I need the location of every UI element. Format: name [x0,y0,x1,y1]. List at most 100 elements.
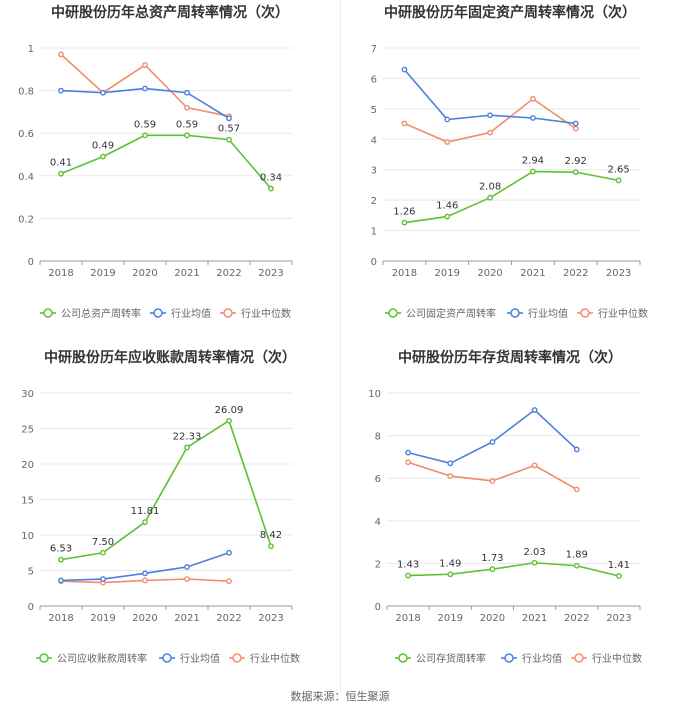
x-tick-label: 2023 [258,268,283,279]
chart-svg: 中研股份历年应收账款周转率情况（次） 0 5 10 15 20 25 30 2018 2019 20… [21,349,300,665]
y-tick-label: 5 [28,567,34,578]
y-tick-label: 20 [21,460,34,471]
data-label: 0.57 [218,124,240,135]
data-point-industry_avg [401,66,408,73]
data-point-company [184,444,190,451]
data-point-company [444,213,451,220]
y-tick-label: 0 [28,257,34,268]
chart-title: 中研股份历年应收账款周转率情况（次） [44,349,296,366]
data-point-industry_avg [184,564,190,570]
x-tick-label: 2021 [174,268,199,279]
y-tick-label: 2 [371,196,377,207]
data-point-industry_avg [184,89,190,96]
x-tick-label: 2023 [606,268,631,279]
data-point-industry_median [444,139,451,145]
x-tick-label: 2020 [477,268,502,279]
data-point-industry_avg [226,549,232,556]
x-tick-label: 2020 [132,613,157,624]
data-point-industry_median [447,473,454,479]
x-tick-label: 2020 [132,268,157,279]
data-point-company [100,153,106,160]
data-label: 2.08 [479,182,501,193]
legend-swatch-marker [153,308,163,318]
data-point-company [58,556,64,563]
chart-total-asset-turnover: 中研股份历年总资产周转率情况（次） 0 0.2 0.4 0.6 0.8 1 2018 2019 2… [0,0,340,345]
legend-swatch-marker [580,308,590,318]
legend-swatch-marker [223,308,233,318]
x-tick-label: 2018 [48,613,73,624]
data-label: 1.49 [439,558,461,569]
y-tick-label: 0 [375,602,381,613]
y-tick-label: 15 [21,496,34,507]
x-tick-label: 2019 [438,613,463,624]
y-tick-label: 0 [28,602,34,613]
y-tick-label: 1 [28,44,34,55]
chart-inventory-turnover: 中研股份历年存货周转率情况（次） 0 2 4 6 8 10 2018 2019 2020 2021 2… [340,345,680,690]
x-tick-label: 2022 [563,268,588,279]
data-point-company [142,132,148,139]
y-tick-label: 1 [371,227,377,238]
legend-label: 公司总资产周转率 [61,307,141,320]
data-label: 0.59 [134,119,156,130]
data-point-company [530,168,536,175]
data-point-industry_median [531,462,538,469]
chart-svg: 中研股份历年总资产周转率情况（次） 0 0.2 0.4 0.6 0.8 1 2018 2019 2… [18,4,293,320]
data-label: 2.65 [607,164,629,175]
series-line-company [408,561,620,577]
data-label: 26.09 [215,405,244,416]
data-point-industry_median [142,577,148,584]
x-tick-label: 2018 [395,613,420,624]
data-point-industry_avg [489,439,496,445]
legend-swatch-marker [574,653,584,663]
data-point-industry_median [142,62,148,68]
chart-title: 中研股份历年存货周转率情况（次） [398,349,622,366]
data-label: 2.92 [565,156,587,167]
data-label: 0.49 [92,141,114,152]
legend-label: 行业均值 [522,652,562,665]
data-point-industry_median [487,129,493,136]
series-line-industry_avg [407,408,578,465]
data-label: 7.50 [92,537,114,548]
data-point-company [58,170,64,177]
x-tick-label: 2022 [216,268,241,279]
data-label: 2.03 [523,547,545,558]
legend-swatch-marker [398,653,408,663]
series-line-company [404,170,619,224]
data-point-industry_median [530,95,536,102]
data-point-industry_avg [142,85,148,92]
data-point-company [573,562,580,569]
data-point-industry_avg [447,460,454,467]
data-label: 0.59 [176,119,198,130]
data-point-industry_avg [100,89,106,96]
y-tick-label: 30 [21,389,34,400]
data-point-industry_median [184,104,190,111]
data-label: 2.94 [522,156,544,167]
data-point-industry_median [184,576,190,582]
data-label: 0.34 [260,173,282,184]
y-tick-label: 0.2 [18,214,34,225]
data-label: 1.41 [608,560,630,571]
data-point-company [531,559,538,566]
y-tick-label: 3 [371,166,377,177]
x-tick-label: 2022 [564,613,589,624]
data-point-company [401,219,408,226]
data-point-industry_avg [531,407,538,413]
x-tick-label: 2020 [480,613,505,624]
data-point-company [268,185,274,192]
y-tick-label: 0.4 [18,172,34,183]
legend-label: 行业中位数 [592,652,642,665]
y-tick-label: 6 [371,74,377,85]
data-point-company [489,566,496,573]
x-tick-label: 2018 [48,268,73,279]
data-point-industry_avg [487,112,493,119]
data-point-company [226,417,232,424]
data-point-industry_median [226,578,232,585]
x-tick-label: 2023 [258,613,283,624]
data-point-company [616,573,622,579]
data-point-industry_median [489,478,496,484]
legend-label: 行业中位数 [598,307,648,320]
series-line-company [60,419,272,561]
chart-svg: 中研股份历年存货周转率情况（次） 0 2 4 6 8 10 2018 2019 2020 2021 2… [368,349,642,665]
y-tick-label: 0.6 [18,129,34,140]
legend-swatch-marker [232,653,242,663]
